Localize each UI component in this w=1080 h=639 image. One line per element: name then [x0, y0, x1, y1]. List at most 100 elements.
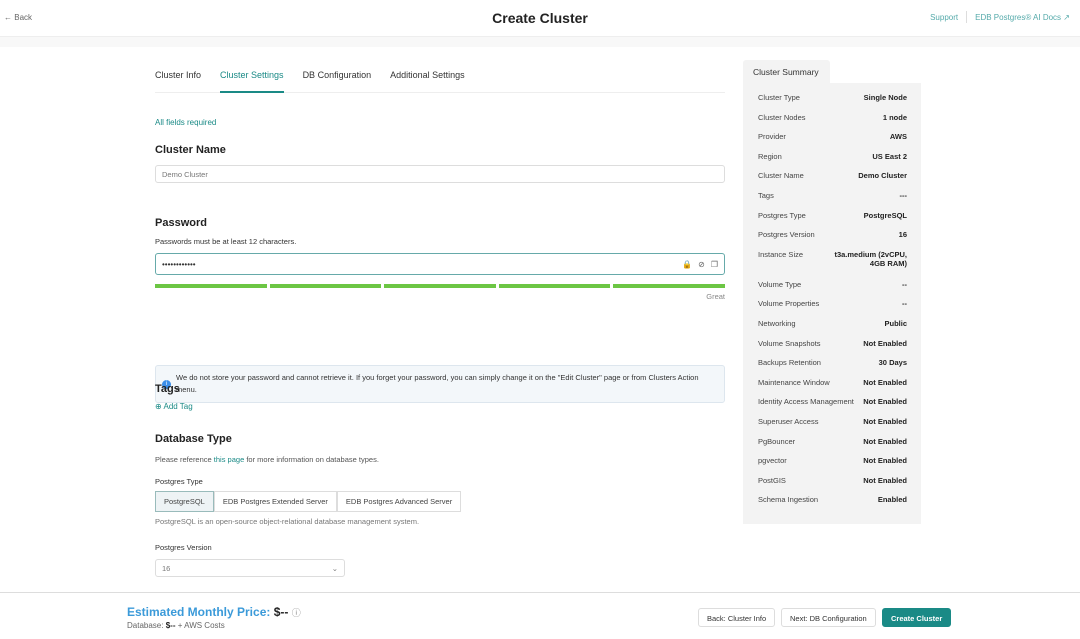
divider	[966, 11, 968, 23]
summary-label: Postgres Version	[758, 230, 815, 240]
summary-value: Not Enabled	[863, 475, 907, 485]
postgres-type-label: Postgres Type	[155, 477, 203, 486]
summary-value: Not Enabled	[863, 416, 907, 426]
summary-row: Backups Retention 30 Days	[758, 358, 907, 378]
cluster-name-input[interactable]: Demo Cluster	[155, 165, 725, 183]
summary-row: Cluster Nodes 1 node	[758, 113, 907, 133]
summary-row: Superuser Access Not Enabled	[758, 417, 907, 437]
tags-heading: Tags	[155, 383, 180, 395]
summary-row: PgBouncer Not Enabled	[758, 437, 907, 457]
password-hint: Passwords must be at least 12 characters…	[155, 237, 297, 246]
next-db-configuration-button[interactable]: Next: DB Configuration	[781, 608, 876, 627]
summary-row: Schema Ingestion Enabled	[758, 495, 907, 515]
summary-row: Region US East 2	[758, 152, 907, 172]
summary-row: Postgres Version 16	[758, 230, 907, 250]
this-page-link[interactable]: this page	[213, 455, 245, 464]
summary-row: pgvector Not Enabled	[758, 456, 907, 476]
tab-cluster-info[interactable]: Cluster Info	[155, 70, 202, 80]
postgres-version-label: Postgres Version	[155, 543, 212, 552]
external-link-icon: ↗	[1063, 13, 1070, 22]
summary-label: Backups Retention	[758, 358, 821, 368]
add-tag-button[interactable]: ⊕ Add Tag	[155, 402, 193, 411]
eye-off-icon[interactable]: ⊘	[698, 259, 705, 269]
tabs: Cluster Info Cluster Settings DB Configu…	[155, 70, 725, 93]
summary-value: t3a.medium (2vCPU, 4GB RAM)	[834, 249, 907, 268]
chevron-down-icon: ⌄	[331, 564, 338, 573]
summary-value: PostgreSQL	[863, 210, 907, 220]
summary-label: PgBouncer	[758, 436, 796, 446]
password-manager-icon[interactable]: 🔒	[682, 259, 693, 269]
password-strength-meter: Great	[155, 276, 725, 301]
summary-value: Not Enabled	[863, 377, 907, 387]
summary-value: --	[902, 279, 907, 289]
summary-label: Cluster Nodes	[758, 112, 806, 122]
summary-row: Postgres Type PostgreSQL	[758, 211, 907, 231]
footer: Estimated Monthly Price: $-- ⓘ Database:…	[0, 592, 1080, 639]
postgres-version-select[interactable]: 16 ⌄	[155, 559, 345, 577]
postgres-type-description: PostgreSQL is an open-source object-rela…	[155, 517, 420, 526]
password-input[interactable]: •••••••••••• 🔒 ⊘ ❐	[155, 253, 725, 275]
summary-row: Instance Size t3a.medium (2vCPU, 4GB RAM)	[758, 250, 907, 280]
arrow-left-icon: ←	[4, 13, 15, 22]
tab-additional-settings[interactable]: Additional Settings	[390, 70, 465, 80]
summary-label: Instance Size	[758, 249, 804, 259]
docs-link[interactable]: EDB Postgres® AI Docs ↗	[975, 13, 1070, 22]
summary-row: Tags ---	[758, 191, 907, 211]
summary-label: Schema Ingestion	[758, 495, 819, 505]
page-title: Create Cluster	[492, 10, 588, 26]
summary-value: --	[902, 299, 907, 309]
summary-value: Not Enabled	[863, 397, 907, 407]
cluster-summary-tab: Cluster Summary	[743, 60, 830, 83]
summary-value: Not Enabled	[863, 456, 907, 466]
info-icon: i	[162, 380, 171, 389]
back-cluster-info-button[interactable]: Back: Cluster Info	[698, 608, 776, 627]
top-bar: ← Back Create Cluster Support EDB Postgr…	[0, 0, 1080, 37]
summary-value: AWS	[889, 132, 907, 142]
summary-row: Volume Properties --	[758, 299, 907, 319]
summary-row: Cluster Type Single Node	[758, 93, 907, 113]
option-postgresql[interactable]: PostgreSQL	[155, 491, 214, 512]
summary-value: 16	[898, 230, 907, 240]
summary-label: pgvector	[758, 456, 787, 466]
summary-label: Region	[758, 151, 782, 161]
tab-db-configuration[interactable]: DB Configuration	[302, 70, 372, 80]
summary-value: Not Enabled	[863, 436, 907, 446]
database-type-reference: Please reference this page for more info…	[155, 455, 379, 464]
summary-label: Volume Properties	[758, 299, 820, 309]
summary-row: PostGIS Not Enabled	[758, 476, 907, 496]
summary-label: Superuser Access	[758, 416, 819, 426]
required-note: All fields required	[155, 118, 217, 127]
support-link[interactable]: Support	[930, 13, 959, 22]
summary-label: Identity Access Management	[758, 397, 854, 407]
password-heading: Password	[155, 217, 207, 229]
header-band	[0, 37, 1080, 47]
password-info-banner: i We do not store your password and cann…	[155, 365, 725, 403]
info-icon[interactable]: ⓘ	[291, 608, 301, 618]
option-edb-advanced[interactable]: EDB Postgres Advanced Server	[336, 491, 462, 512]
summary-value: Demo Cluster	[858, 171, 907, 181]
summary-label: Cluster Name	[758, 171, 804, 181]
database-type-heading: Database Type	[155, 433, 232, 445]
summary-value: Not Enabled	[863, 338, 907, 348]
summary-label: Volume Snapshots	[758, 338, 821, 348]
summary-label: Postgres Type	[758, 210, 806, 220]
tab-cluster-settings[interactable]: Cluster Settings	[220, 70, 284, 93]
create-cluster-button[interactable]: Create Cluster	[882, 608, 952, 627]
summary-label: Cluster Type	[758, 93, 800, 102]
option-edb-extended[interactable]: EDB Postgres Extended Server	[213, 491, 337, 512]
summary-value: Public	[884, 318, 907, 328]
summary-label: Volume Type	[758, 279, 802, 289]
price-breakdown: Database: $-- + AWS Costs	[127, 621, 225, 630]
summary-value: Single Node	[863, 93, 907, 102]
cluster-name-heading: Cluster Name	[155, 144, 226, 156]
back-link[interactable]: ← Back	[4, 13, 33, 22]
summary-label: Provider	[758, 132, 786, 142]
estimated-price: Estimated Monthly Price: $-- ⓘ	[127, 605, 301, 619]
strength-label: Great	[706, 292, 725, 301]
summary-value: US East 2	[872, 151, 907, 161]
postgres-type-selector: PostgreSQL EDB Postgres Extended Server …	[155, 491, 725, 512]
summary-value: 1 node	[882, 112, 907, 122]
copy-icon[interactable]: ❐	[710, 259, 718, 269]
plus-circle-icon: ⊕	[155, 402, 162, 411]
summary-value: Enabled	[877, 495, 907, 505]
